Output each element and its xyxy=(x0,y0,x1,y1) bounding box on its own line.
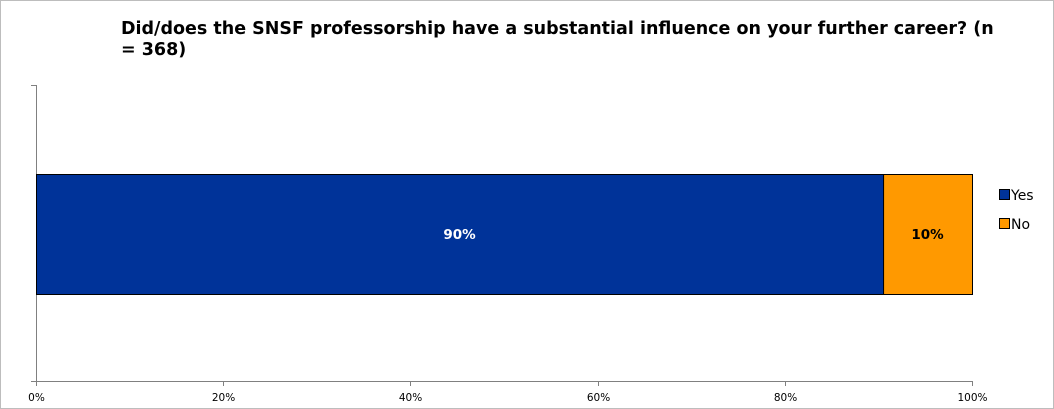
legend-swatch-no xyxy=(999,218,1010,229)
bar-segment-no xyxy=(883,174,974,295)
x-tick-label: 60% xyxy=(587,392,610,404)
bar-segment-yes xyxy=(36,174,885,295)
x-tick-label: 100% xyxy=(957,392,987,404)
legend-label-yes: Yes xyxy=(1010,188,1034,204)
data-label-yes: 90% xyxy=(443,227,476,243)
legend-swatch-yes xyxy=(999,189,1010,200)
x-tick-label: 20% xyxy=(212,392,235,404)
x-tick-label: 0% xyxy=(28,392,45,404)
legend-label-no: No xyxy=(1011,217,1030,233)
data-label-no: 10% xyxy=(911,227,944,243)
x-tick-label: 40% xyxy=(399,392,422,404)
x-tick-label: 80% xyxy=(774,392,797,404)
chart-title: Did/does the SNSF professorship have a s… xyxy=(121,19,994,60)
